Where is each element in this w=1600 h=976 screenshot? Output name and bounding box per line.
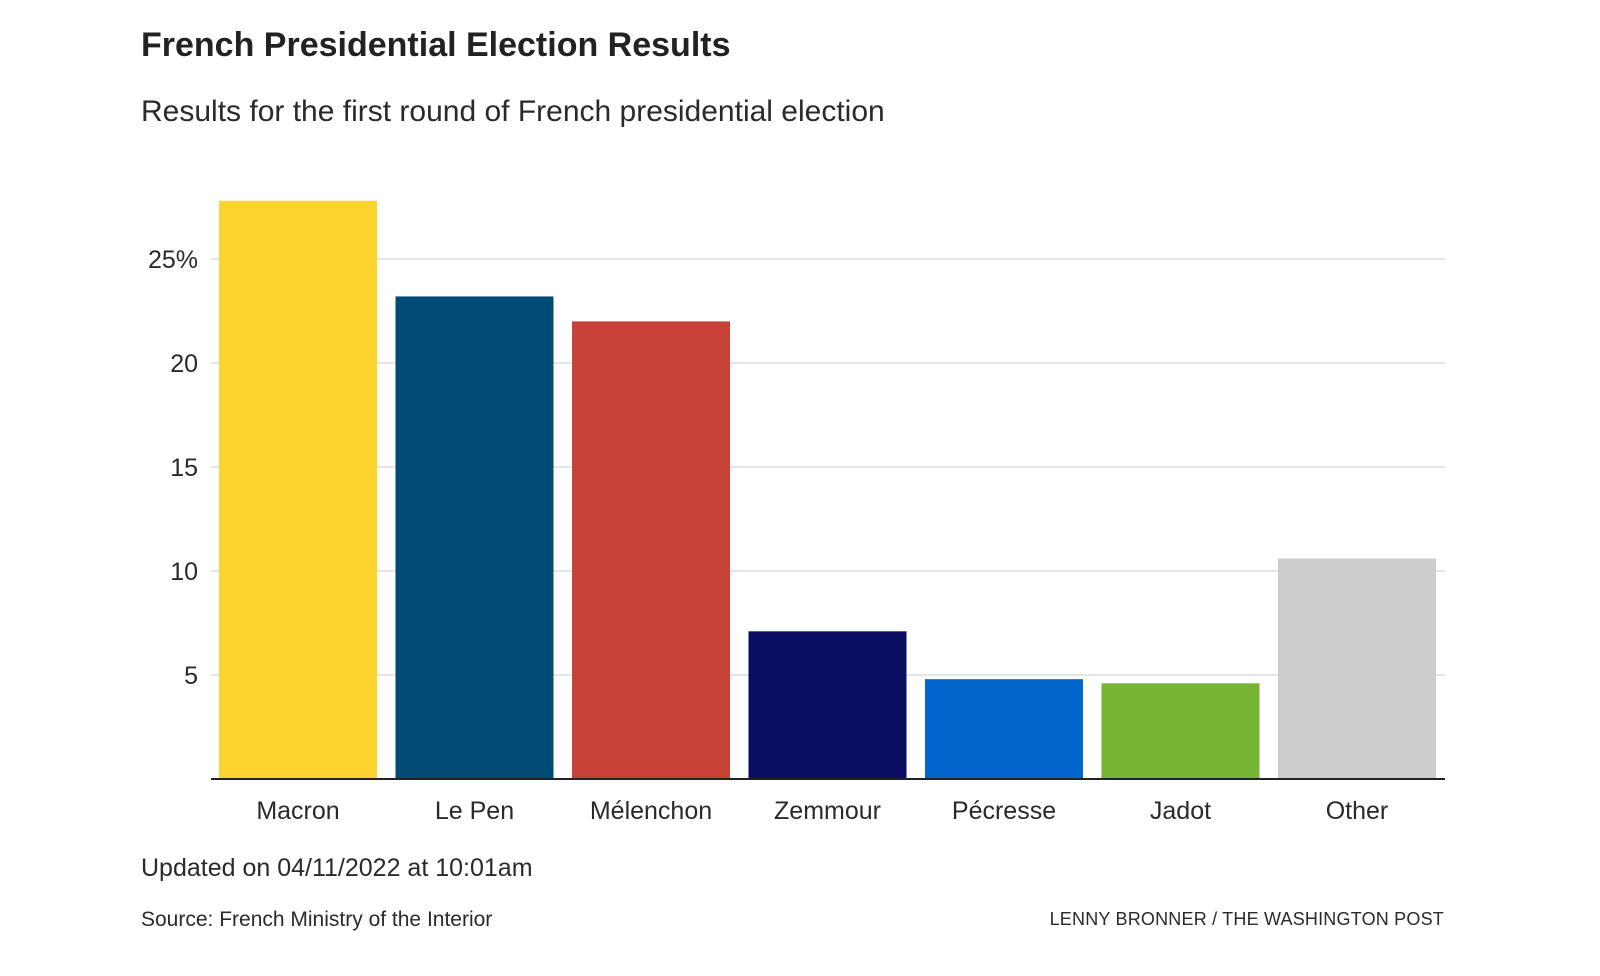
y-tick-label: 5 bbox=[184, 662, 198, 690]
bars bbox=[219, 200, 1436, 779]
y-tick-label: 15 bbox=[170, 454, 198, 482]
updated-timestamp: Updated on 04/11/2022 at 10:01am bbox=[141, 854, 533, 882]
bar-4 bbox=[748, 631, 907, 779]
x-category-label-3: Mélenchon bbox=[590, 797, 712, 825]
x-axis-labels: Macron Le Pen Mélenchon Zemmour Pécresse Jado… bbox=[256, 797, 1388, 825]
y-tick-label: 25% bbox=[148, 246, 198, 274]
x-category-label-2: Le Pen bbox=[435, 797, 514, 825]
source-note: Source: French Ministry of the Interior bbox=[141, 908, 493, 931]
x-category-label-6: Jadot bbox=[1150, 797, 1211, 825]
x-category-label-1: Macron bbox=[256, 797, 339, 825]
bar-5 bbox=[925, 679, 1083, 779]
chart-subtitle: Results for the first round of French pr… bbox=[141, 95, 885, 128]
bar-3 bbox=[572, 321, 730, 779]
bar-6 bbox=[1101, 683, 1260, 779]
bar-1 bbox=[219, 200, 377, 779]
bar-7 bbox=[1278, 558, 1436, 779]
x-category-label-5: Pécresse bbox=[952, 797, 1056, 825]
bar-2 bbox=[395, 296, 554, 779]
x-category-label-4: Zemmour bbox=[774, 797, 881, 825]
credit-line: LENNY BRONNER / THE WASHINGTON POST bbox=[1049, 909, 1444, 929]
x-category-label-7: Other bbox=[1326, 797, 1389, 825]
y-tick-label: 20 bbox=[170, 350, 198, 378]
chart-title: French Presidential Election Results bbox=[141, 26, 731, 64]
y-tick-label: 10 bbox=[170, 558, 198, 586]
y-axis-labels: 5 10 15 20 25% bbox=[148, 246, 198, 690]
